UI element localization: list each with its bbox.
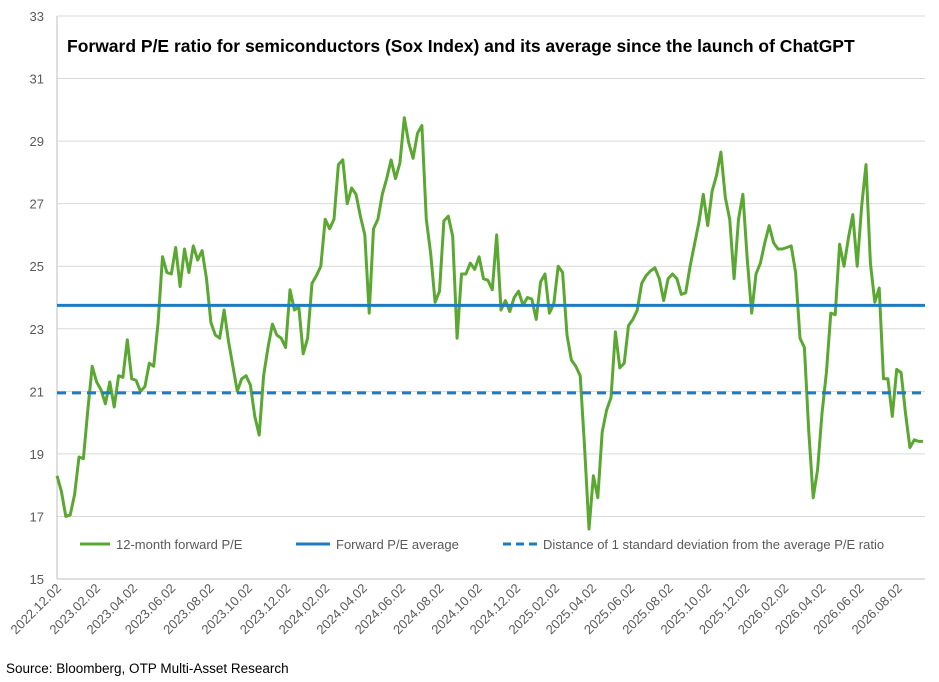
y-tick-label: 19 <box>30 447 44 462</box>
y-tick-label: 31 <box>30 72 44 87</box>
legend-label: 12-month forward P/E <box>116 537 243 552</box>
grid <box>56 15 925 580</box>
legend-label: Distance of 1 standard deviation from th… <box>543 537 884 552</box>
y-tick-label: 21 <box>30 384 44 399</box>
source-note: Source: Bloomberg, OTP Multi-Asset Resea… <box>6 661 289 676</box>
series-layer <box>55 116 925 531</box>
series-line-pe <box>55 116 924 531</box>
chart-title: Forward P/E ratio for semiconductors (So… <box>67 36 855 56</box>
legend: 12-month forward P/E Forward P/E average D… <box>80 537 884 552</box>
y-tick-label: 15 <box>30 572 44 587</box>
y-tick-label: 25 <box>30 259 44 274</box>
legend-label: Forward P/E average <box>336 537 459 552</box>
y-tick-label: 29 <box>30 134 44 149</box>
y-tick-label: 23 <box>30 322 44 337</box>
y-tick-label: 17 <box>30 509 44 524</box>
y-tick-label: 33 <box>30 9 44 24</box>
y-tick-label: 27 <box>30 197 44 212</box>
y-axis-ticks: 15 17 19 21 23 25 27 29 31 33 <box>30 9 44 587</box>
